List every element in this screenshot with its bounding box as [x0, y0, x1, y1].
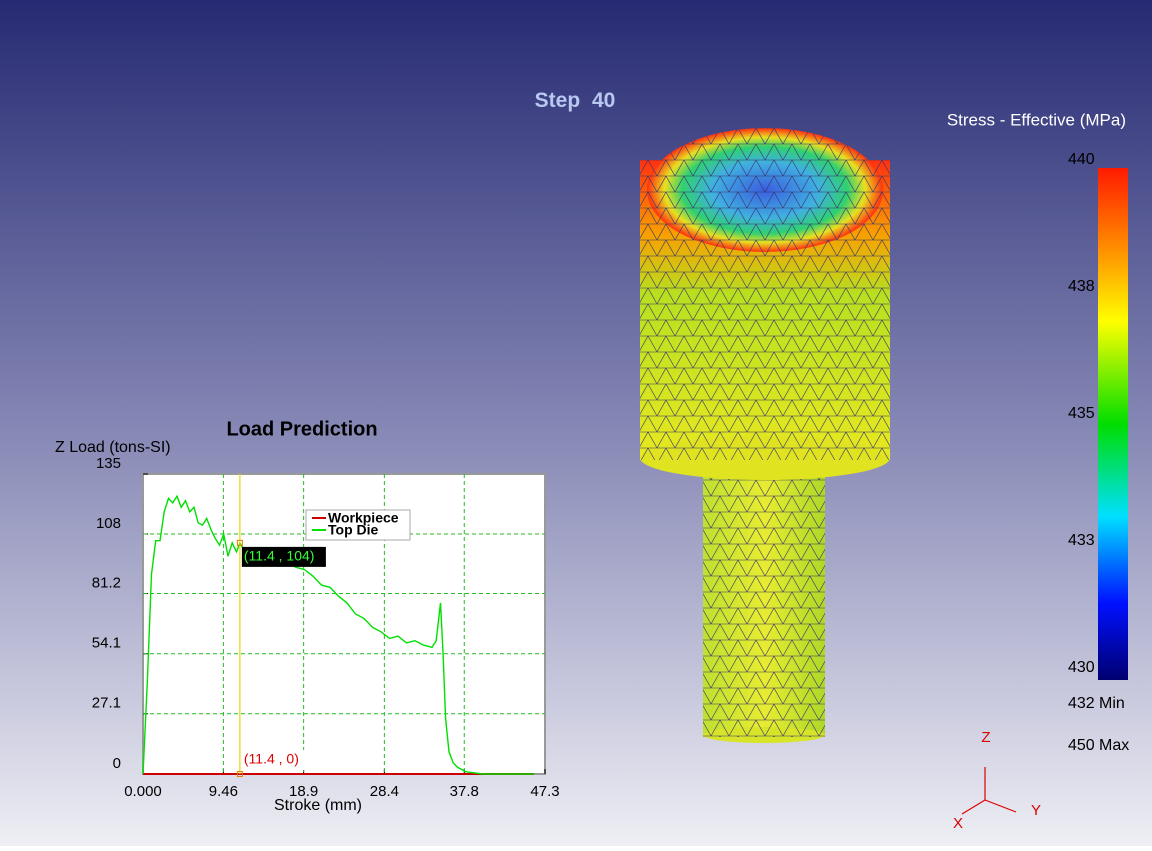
x-tick-label: 37.8	[450, 783, 479, 800]
viewport: Step 40 Stress - Effective (MPa) 440 438 4…	[0, 0, 1152, 846]
x-tick-label: 0.000	[124, 783, 162, 800]
y-tick-label: 81.2	[92, 575, 121, 592]
x-tick-label: 18.9	[289, 783, 318, 800]
colorbar	[1098, 168, 1128, 680]
triad-y: Y	[1031, 802, 1041, 819]
colorbar-tick-label: 438	[1068, 278, 1095, 295]
colorbar-tick-label: 435	[1068, 405, 1095, 422]
min-label: Min	[1099, 695, 1125, 712]
chart-title: Load Prediction	[226, 418, 377, 440]
colorbar-title: Stress - Effective (MPa)	[947, 110, 1126, 129]
legend-label: Top Die	[328, 522, 379, 538]
cursor-label: (11.4 , 0)	[244, 751, 299, 767]
triad-z: Z	[981, 729, 990, 746]
max-label: Max	[1099, 737, 1129, 754]
min-value: 432	[1068, 695, 1095, 712]
x-tick-label: 28.4	[370, 783, 399, 800]
y-tick-label: 54.1	[92, 635, 121, 652]
cursor-label: (11.4 , 104)	[244, 548, 315, 564]
colorbar-tick-label: 433	[1068, 532, 1095, 549]
x-tick-label: 9.46	[209, 783, 238, 800]
x-tick-label: 47.3	[530, 783, 559, 800]
y-tick-label: 135	[96, 455, 121, 472]
colorbar-tick-label: 430	[1068, 659, 1095, 676]
colorbar-tick-label: 440	[1068, 151, 1095, 168]
y-tick-label: 108	[96, 515, 121, 532]
y-tick-label: 27.1	[92, 695, 121, 712]
triad-x: X	[953, 815, 963, 832]
page: Step 40 Stress - Effective (MPa) 440 438 4…	[0, 0, 1152, 851]
max-value: 450	[1068, 737, 1095, 754]
y-tick-label: 0	[113, 755, 121, 772]
y-axis-label: Z Load (tons-SI)	[55, 439, 171, 456]
step-label: Step 40	[535, 89, 616, 112]
